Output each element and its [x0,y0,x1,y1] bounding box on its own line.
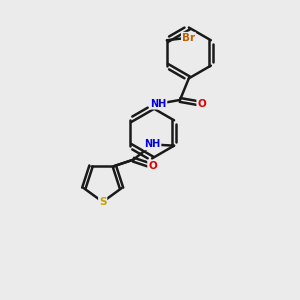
Text: S: S [99,197,106,207]
Text: Br: Br [182,33,195,43]
Text: NH: NH [150,99,167,109]
Text: O: O [148,161,157,171]
Text: NH: NH [144,140,160,149]
Text: O: O [197,99,206,109]
